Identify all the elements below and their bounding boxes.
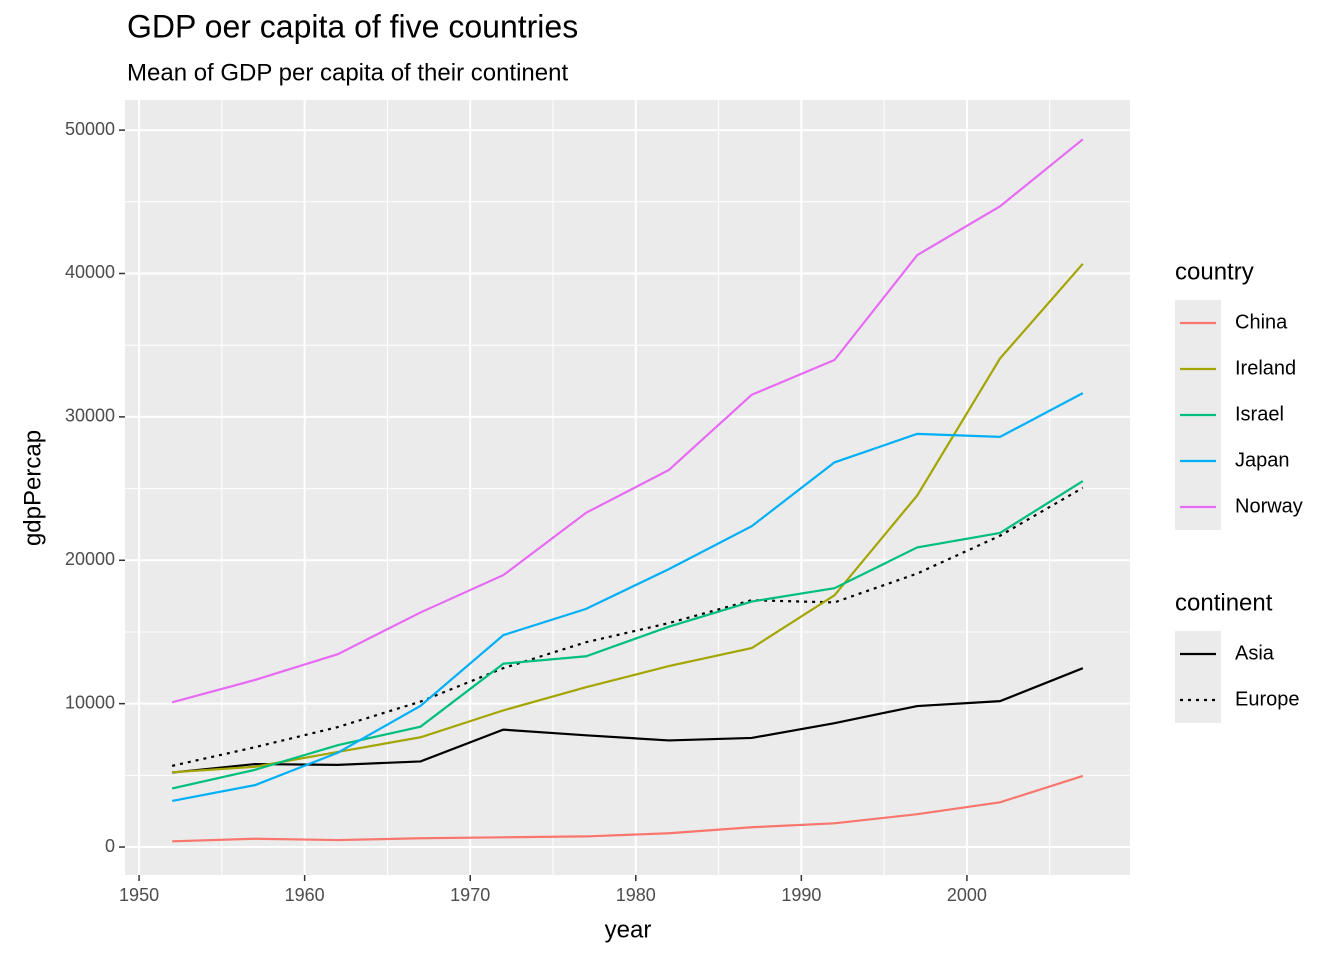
x-tick-label: 1960 [285,885,325,905]
x-tick-label: 1950 [119,885,159,905]
y-tick-label: 40000 [65,262,115,282]
country-line [171,138,1084,704]
legend-label: Japan [1235,449,1290,471]
legend-label: Ireland [1235,357,1296,379]
legend-label: China [1235,311,1288,333]
x-tick-label: 1990 [781,885,821,905]
x-tick-label: 1980 [616,885,656,905]
legend-label: Norway [1235,495,1303,517]
y-tick-label: 50000 [65,119,115,139]
country-line [171,392,1084,802]
y-tick-label: 20000 [65,549,115,569]
legend-title: continent [1175,589,1273,616]
legend-title: country [1175,258,1254,285]
chart-title: GDP oer capita of five countries [127,8,578,44]
x-tick-label: 2000 [947,885,987,905]
y-axis-title: gdpPercap [19,430,46,546]
x-axis-title: year [605,916,652,943]
y-tick-label: 30000 [65,406,115,426]
legend-label: Asia [1235,642,1275,664]
y-tick-label: 10000 [65,692,115,712]
legend-label: Europe [1235,688,1300,710]
plot-panel [125,100,1130,875]
country-line [172,263,1084,774]
legend-label: Israel [1235,403,1284,425]
continent-line [172,667,1084,774]
legend-key-bg [1175,631,1221,723]
country-line [171,480,1084,790]
chart-subtitle: Mean of GDP per capita of their continen… [127,59,568,86]
y-tick-label: 0 [105,836,115,856]
x-tick-label: 1970 [450,885,490,905]
country-line [172,774,1084,843]
